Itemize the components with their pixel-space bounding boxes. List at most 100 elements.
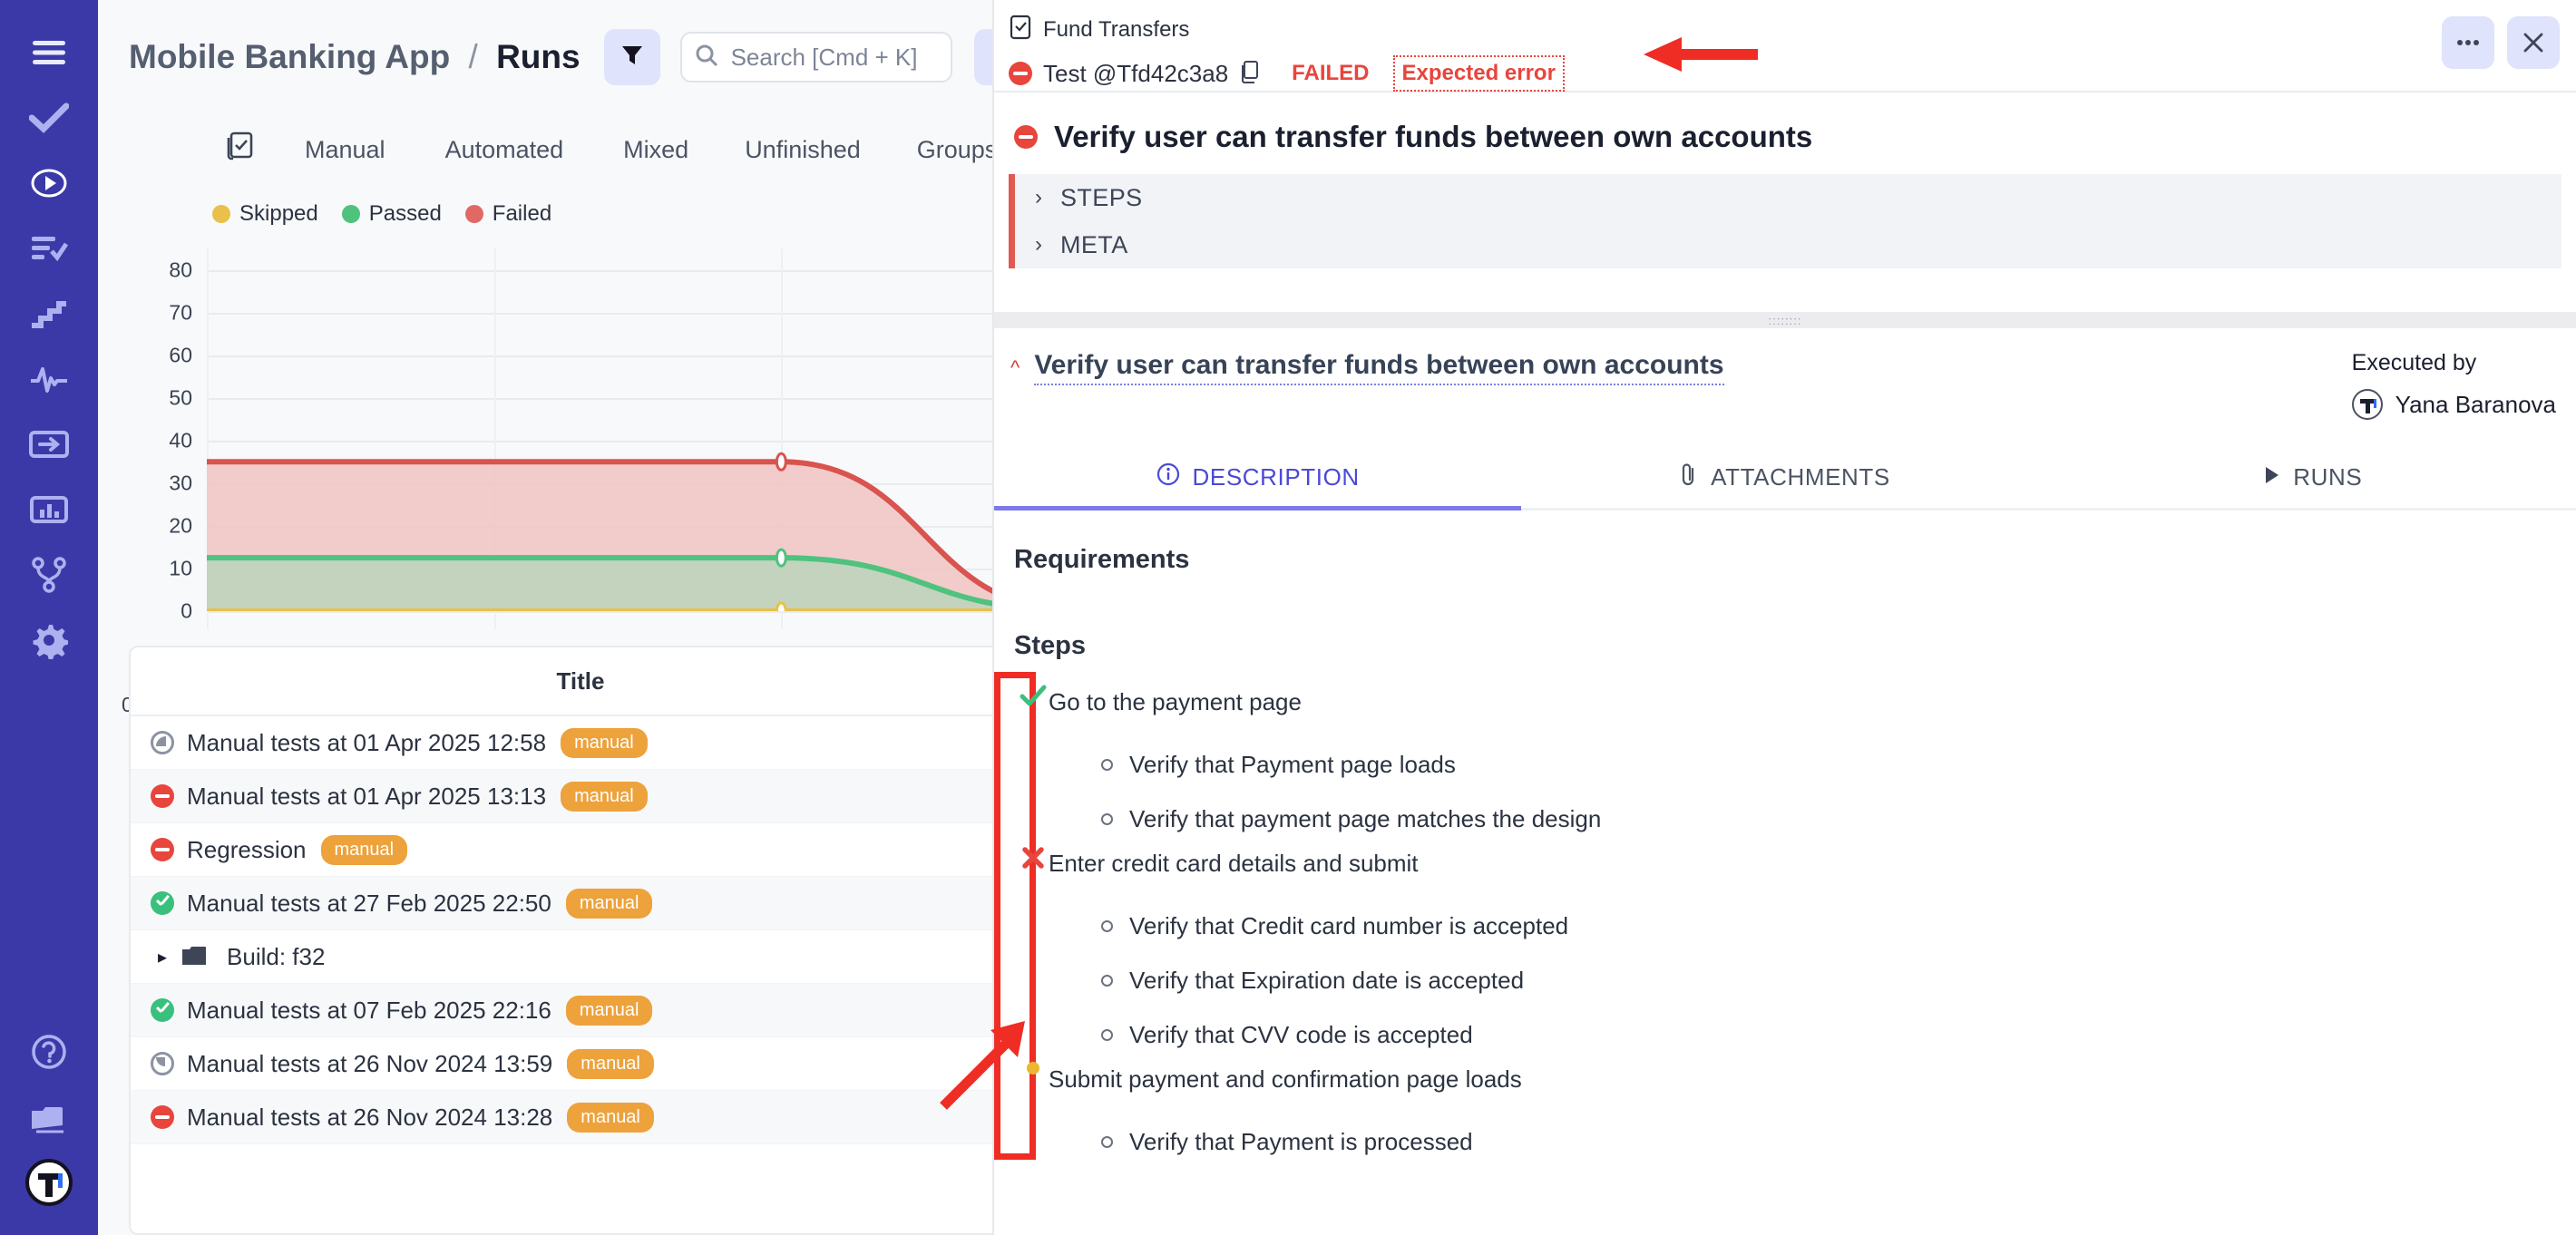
table-row[interactable]: Manual tests at 27 Feb 2025 22:50 manual [131,877,1030,930]
table-row[interactable]: Manual tests at 07 Feb 2025 22:16 manual [131,984,1030,1037]
row-tag[interactable]: manual [320,834,408,865]
search-placeholder: Search [Cmd + K] [730,43,918,71]
accordion-label-meta: META [1060,230,1128,258]
status-badge: FAILED [1292,61,1370,85]
folder-icon[interactable] [16,1084,82,1150]
import-icon[interactable] [16,412,82,477]
annotation-arrow-left [1644,37,1758,72]
branch-icon[interactable] [16,542,82,608]
row-title: Manual tests at 26 Nov 2024 13:28 [187,1103,553,1131]
step-item[interactable]: Go to the payment page [1014,685,2576,737]
help-circle-icon[interactable] [16,1019,82,1084]
app-logo[interactable] [16,1150,82,1215]
table-row[interactable]: Manual tests at 26 Nov 2024 13:28 manual [131,1091,1030,1144]
info-circle-icon [1156,462,1180,492]
row-tag[interactable]: manual [565,995,653,1026]
step-text: Go to the payment page [1049,688,1302,715]
row-tag[interactable]: manual [567,1048,654,1079]
copy-icon[interactable] [1239,60,1261,88]
bullet-circle-icon [1101,919,1113,932]
table-row[interactable]: Manual tests at 01 Apr 2025 13:13 manual [131,770,1030,823]
legend-item-skipped[interactable]: Skipped [212,201,318,227]
hamburger-menu-icon[interactable] [16,20,82,85]
tab-groups[interactable]: Groups [916,135,998,163]
row-title: Manual tests at 01 Apr 2025 12:58 [187,728,547,756]
substep-text: Verify that Credit card number is accept… [1129,911,1569,939]
legend-dot-skipped [212,205,230,223]
accordion-row-steps[interactable]: › STEPS [1015,174,2561,221]
chart-icon[interactable] [16,477,82,542]
chart-gridline [207,269,1021,272]
breadcrumb-page: Runs [496,38,581,75]
row-status [151,784,187,808]
row-title: Build: f32 [227,942,326,970]
chart-gridline [207,440,1021,442]
pulse-icon[interactable] [16,346,82,412]
row-tag[interactable]: manual [565,888,653,919]
panel-resize-handle[interactable]: :::::::: [994,312,2576,328]
tab-manual[interactable]: Manual [305,135,385,163]
substep-item[interactable]: Verify that Credit card number is accept… [1014,899,2576,953]
caret-right-icon[interactable]: ▸ [158,947,168,968]
chart-gridline [207,611,1021,613]
more-options-button[interactable] [2442,16,2494,69]
substep-item[interactable]: Verify that CVV code is accepted [1014,1007,2576,1062]
chart-vgridline [493,248,496,629]
row-tag[interactable]: manual [561,727,648,758]
row-tag[interactable]: manual [567,1102,654,1133]
tab-unfinished[interactable]: Unfinished [745,135,861,163]
step-text: Enter credit card details and submit [1049,850,1419,877]
step-item[interactable]: Enter credit card details and submit [1014,846,2576,899]
play-circle-icon[interactable] [16,151,82,216]
table-row[interactable]: Manual tests at 26 Nov 2024 13:59 manual [131,1037,1030,1091]
check-icon[interactable] [16,85,82,151]
chart-y-tick: 10 [169,556,192,580]
sub-title-link[interactable]: Verify user can transfer funds between o… [1034,350,1724,385]
legend-item-passed[interactable]: Passed [341,201,442,227]
tab-attachments[interactable]: ATTACHMENTS [1521,462,2048,508]
accordion-row-meta[interactable]: › META [1015,221,2561,268]
search-input[interactable]: Search [Cmd + K] [679,32,952,83]
step-item[interactable]: Submit payment and confirmation page loa… [1014,1062,2576,1114]
chevron-up-icon[interactable]: ^ [1010,355,1020,379]
checklist-icon[interactable] [16,216,82,281]
table-row[interactable]: Manual tests at 01 Apr 2025 12:58 manual [131,716,1030,770]
row-title: Manual tests at 07 Feb 2025 22:16 [187,996,551,1024]
play-triangle-icon [2262,463,2280,491]
close-panel-button[interactable] [2507,16,2560,69]
executed-by-user[interactable]: Yana Baranova [2351,389,2556,420]
gear-icon[interactable] [16,608,82,673]
row-title: Regression [187,835,307,863]
substep-item[interactable]: Verify that Payment page loads [1014,737,2576,792]
filter-icon [620,44,644,72]
breadcrumb-project[interactable]: Mobile Banking App [129,38,451,75]
step-status [1018,846,1049,870]
chart-gridline [207,312,1021,315]
detail-breadcrumb[interactable]: Fund Transfers [1009,15,2576,44]
table-row[interactable]: Regression manual [131,823,1030,877]
check-icon [1020,685,1047,706]
legend-item-failed[interactable]: Failed [464,201,551,227]
row-tag[interactable]: manual [561,781,648,812]
filter-button[interactable] [603,29,660,85]
substep-item[interactable]: Verify that payment page matches the des… [1014,792,2576,846]
chart-y-tick: 20 [169,513,192,538]
steps-icon[interactable] [16,281,82,346]
table-row-group[interactable]: ▸ Build: f32 [131,930,1030,984]
detail-actions [2442,16,2560,69]
row-title: Manual tests at 26 Nov 2024 13:59 [187,1049,553,1077]
expected-error-badge[interactable]: Expected error [1392,55,1565,92]
chart-y-tick: 30 [169,471,192,495]
steps-heading: Steps [1014,631,1086,660]
tab-label-attachments: ATTACHMENTS [1711,463,1890,491]
chart-y-tick: 40 [169,428,192,452]
substep-text: Verify that Payment is processed [1129,1127,1473,1155]
tab-mixed[interactable]: Mixed [623,135,689,163]
tab-runs[interactable]: RUNS [2049,462,2576,508]
tab-automated[interactable]: Automated [444,135,564,163]
tab-description[interactable]: DESCRIPTION [994,462,1522,511]
substep-item[interactable]: Verify that Expiration date is accepted [1014,953,2576,1007]
bullet-circle-icon [1101,1028,1113,1041]
substep-item[interactable]: Verify that Payment is processed [1014,1114,2576,1169]
multi-checklist-icon[interactable] [225,131,256,166]
